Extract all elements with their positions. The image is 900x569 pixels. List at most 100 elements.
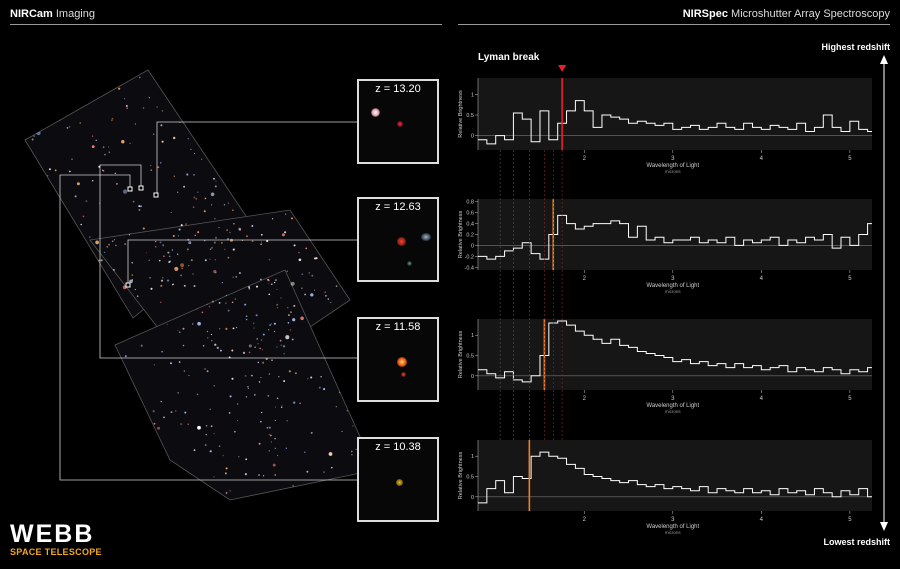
field-star <box>314 289 316 291</box>
field-star <box>255 285 259 288</box>
field-star <box>205 434 207 436</box>
field-star <box>266 239 269 243</box>
field-star <box>323 471 325 473</box>
field-star <box>287 314 290 317</box>
field-star <box>324 291 326 293</box>
field-star <box>183 370 185 372</box>
field-star <box>299 402 301 405</box>
target-marker-4 <box>125 282 131 288</box>
field-star <box>95 139 97 142</box>
thumbnail-redshift-label: z = 12.63 <box>375 201 421 213</box>
x-axis-label: Wavelength of Light <box>646 163 699 169</box>
field-star <box>213 384 216 387</box>
field-star <box>258 442 261 445</box>
field-star <box>171 249 174 251</box>
field-star <box>150 165 152 167</box>
y-tick-label: 0 <box>471 243 474 249</box>
field-star <box>276 303 279 306</box>
field-star <box>257 474 261 477</box>
field-star <box>124 98 126 100</box>
field-star <box>209 450 212 453</box>
highest-redshift-label: Highest redshift <box>821 42 890 52</box>
field-star <box>260 420 262 423</box>
field-star <box>181 267 184 270</box>
x-tick-label: 4 <box>760 517 764 523</box>
field-star <box>185 223 187 225</box>
y-tick-label: -0.4 <box>465 265 474 271</box>
field-star <box>268 433 271 436</box>
x-tick-label: 5 <box>848 156 852 162</box>
field-star <box>276 454 279 457</box>
field-star <box>177 329 179 331</box>
y-tick-label: 0 <box>471 134 474 140</box>
x-axis-unit: microns <box>665 169 682 174</box>
field-star <box>282 345 286 348</box>
field-star <box>260 241 263 243</box>
field-star <box>250 374 253 377</box>
field-star <box>219 349 222 352</box>
field-star <box>290 311 292 314</box>
field-star <box>187 138 189 140</box>
field-star <box>131 262 133 264</box>
galaxy-blob <box>371 108 380 117</box>
field-star <box>155 240 157 243</box>
field-star <box>251 240 254 243</box>
field-star <box>74 195 77 198</box>
field-star <box>268 280 270 282</box>
field-star <box>76 182 80 186</box>
field-star <box>208 305 211 308</box>
field-star <box>310 294 312 297</box>
field-star <box>192 206 195 208</box>
field-star <box>136 295 139 297</box>
field-star <box>180 263 185 268</box>
field-star <box>257 361 260 364</box>
x-tick-label: 5 <box>848 396 852 402</box>
field-star <box>188 264 190 267</box>
field-star <box>257 343 259 345</box>
y-axis-label: Relative Brightness <box>458 211 464 259</box>
field-star <box>281 233 285 237</box>
field-star <box>216 346 219 349</box>
y-axis-label: Relative Brightness <box>458 90 464 138</box>
field-star <box>131 274 134 276</box>
field-star <box>173 136 176 140</box>
field-star <box>153 422 156 425</box>
field-star <box>102 146 105 148</box>
field-star <box>228 412 231 414</box>
field-star <box>301 273 303 275</box>
field-star <box>285 335 290 340</box>
field-star <box>268 450 271 452</box>
field-star <box>308 272 310 274</box>
spectrum-line <box>478 100 872 145</box>
field-star <box>211 247 213 249</box>
field-star <box>213 269 217 274</box>
nirspec-header-rest: Microshutter Array Spectroscopy <box>727 8 890 20</box>
field-star <box>268 373 271 375</box>
field-star <box>108 151 111 153</box>
y-tick-label: 1 <box>471 92 474 98</box>
field-star <box>294 372 297 375</box>
field-star <box>304 293 307 296</box>
field-star <box>227 256 230 259</box>
field-star <box>170 411 173 414</box>
field-star <box>351 454 353 456</box>
thumbnail-z1038: z = 10.38 <box>357 437 439 522</box>
field-star <box>180 274 183 277</box>
field-star <box>290 217 294 220</box>
field-star <box>168 255 171 258</box>
field-star <box>245 235 249 238</box>
field-star <box>291 338 294 341</box>
thumbnail-redshift-label: z = 13.20 <box>375 83 421 95</box>
field-star <box>283 380 286 383</box>
field-star <box>280 297 282 299</box>
field-star <box>193 196 196 199</box>
field-star <box>161 140 164 143</box>
field-star <box>194 234 196 236</box>
field-star <box>245 318 248 321</box>
webb-logo-subtitle: SPACE TELESCOPE <box>10 547 102 557</box>
field-star <box>148 259 150 262</box>
field-star <box>214 218 216 220</box>
field-star <box>260 339 263 341</box>
field-star <box>104 251 106 253</box>
field-star <box>274 406 277 408</box>
